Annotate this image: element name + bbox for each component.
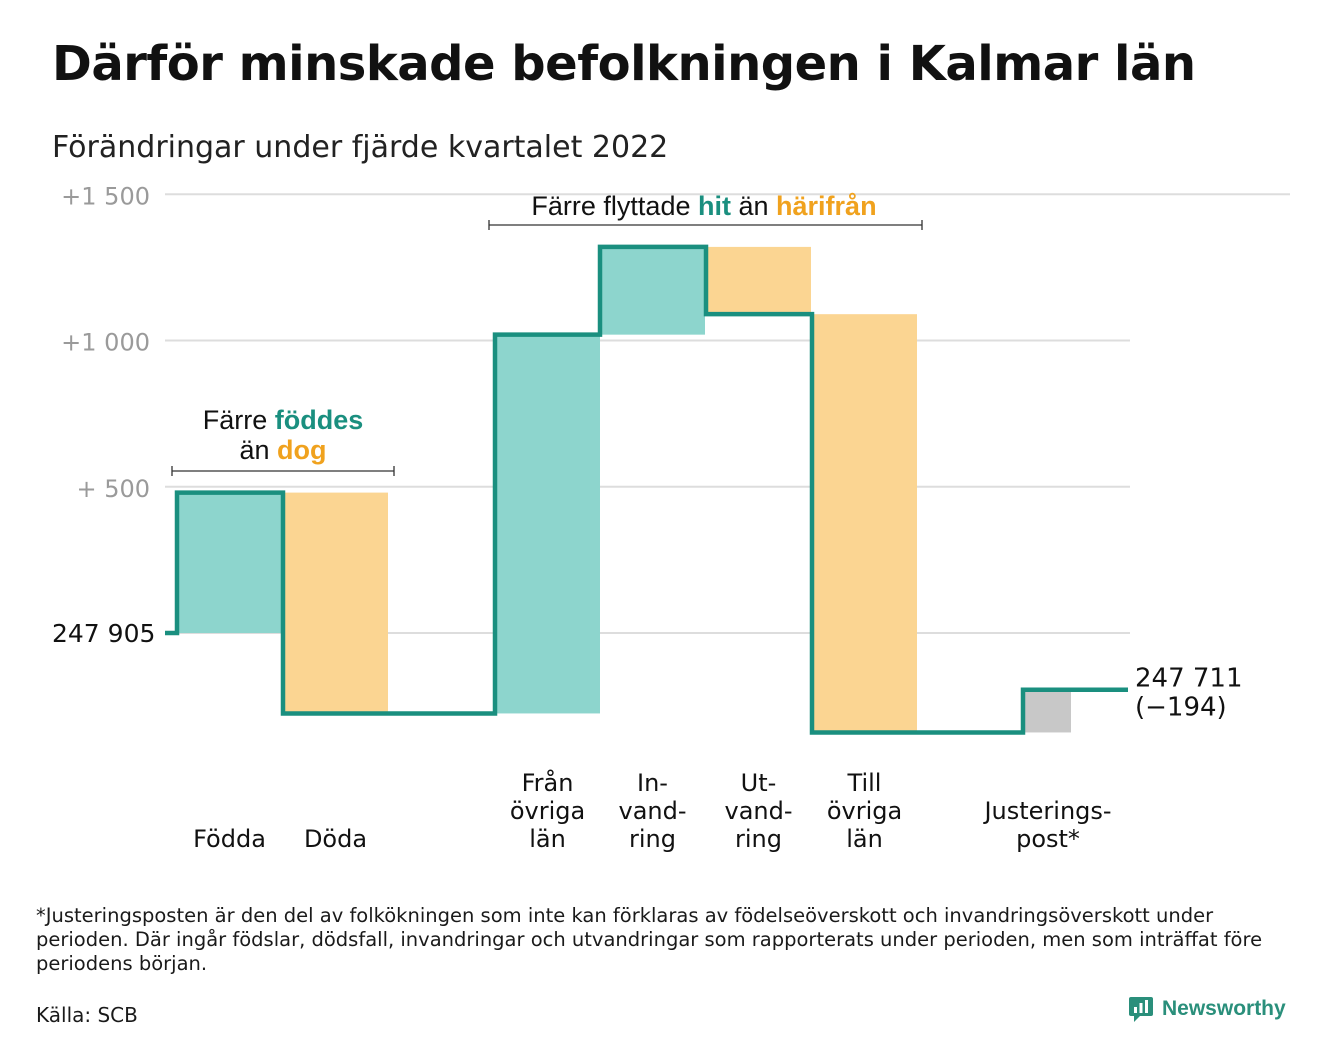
bar-just: [1025, 689, 1071, 733]
waterfall-chart: +1 500 +1 000 + 500 247 905 247 711(−194) Fä…: [52, 182, 1290, 853]
category-label-invand: ring: [629, 825, 676, 853]
category-label-doda: Döda: [304, 825, 367, 853]
category-label-till: övriga: [827, 797, 902, 825]
y-tick-label: +1 000: [61, 329, 150, 357]
category-label-fran: övriga: [510, 797, 585, 825]
bar-fran: [495, 334, 600, 714]
annotation-span: härifrån: [776, 191, 877, 221]
footnote: *Justeringsposten är den del av folkökni…: [36, 904, 1263, 975]
category-label-till: län: [846, 825, 883, 853]
category-label-utvand: vand-: [724, 797, 792, 825]
step-line-group: [165, 244, 1128, 735]
category-label-utvand: ring: [735, 825, 782, 853]
category-label-invand: vand-: [618, 797, 686, 825]
category-label-invand: In-: [637, 769, 668, 797]
annotation-text: än dog: [239, 435, 326, 465]
bar-doda: [283, 492, 388, 714]
annotation-span: än: [239, 435, 277, 465]
bars: [177, 246, 1071, 733]
annotation-span: Färre flyttade: [531, 191, 698, 221]
annotation-text: Färre föddes: [203, 405, 364, 435]
annotation-span: föddes: [275, 405, 364, 435]
newsworthy-logo-icon: [1129, 997, 1153, 1022]
bar-fodda: [177, 492, 282, 633]
category-label-fran: Från: [522, 768, 574, 797]
y-tick-label: +1 500: [61, 182, 150, 210]
start-value-label: 247 905: [52, 619, 155, 648]
category-label-till: Till: [847, 769, 882, 797]
category-label-just: post*: [1016, 825, 1080, 853]
chart-title: Därför minskade befolkningen i Kalmar lä…: [52, 36, 1196, 92]
step-line: [165, 244, 1128, 735]
bracket-birth: [171, 466, 395, 476]
brand-name: Newsworthy: [1162, 997, 1286, 1020]
chart-subtitle: Förändringar under fjärde kvartalet 2022: [52, 130, 669, 165]
annotation-span: dog: [277, 435, 326, 465]
annotation-span: hit: [698, 191, 731, 221]
bar-utvand: [706, 246, 811, 315]
category-labels: Födda DödaFrånövrigalänIn-vand-ringUt-van…: [193, 768, 1111, 853]
brand: Newsworthy: [1128, 996, 1286, 1022]
category-label-just: Justerings-: [982, 797, 1111, 825]
end-value-label: 247 711: [1135, 664, 1243, 694]
y-tick-label: + 500: [76, 475, 150, 503]
category-label-utvand: Ut-: [741, 769, 777, 797]
bar-till: [812, 314, 917, 733]
annotation-span: Färre: [203, 405, 275, 435]
gridlines: +1 500 +1 000 + 500 247 905 247 711(−194): [52, 182, 1290, 723]
category-label-fodda: Födda: [193, 825, 266, 853]
source-note: Källa: SCB: [36, 1003, 138, 1027]
annotation-text: Färre flyttade hit än härifrån: [531, 191, 876, 221]
bar-invand: [600, 246, 705, 335]
bracket-move: [488, 220, 923, 230]
end-value-label: (−194): [1135, 693, 1227, 723]
annotation-span: än: [731, 191, 776, 221]
category-label-fran: län: [529, 825, 566, 853]
